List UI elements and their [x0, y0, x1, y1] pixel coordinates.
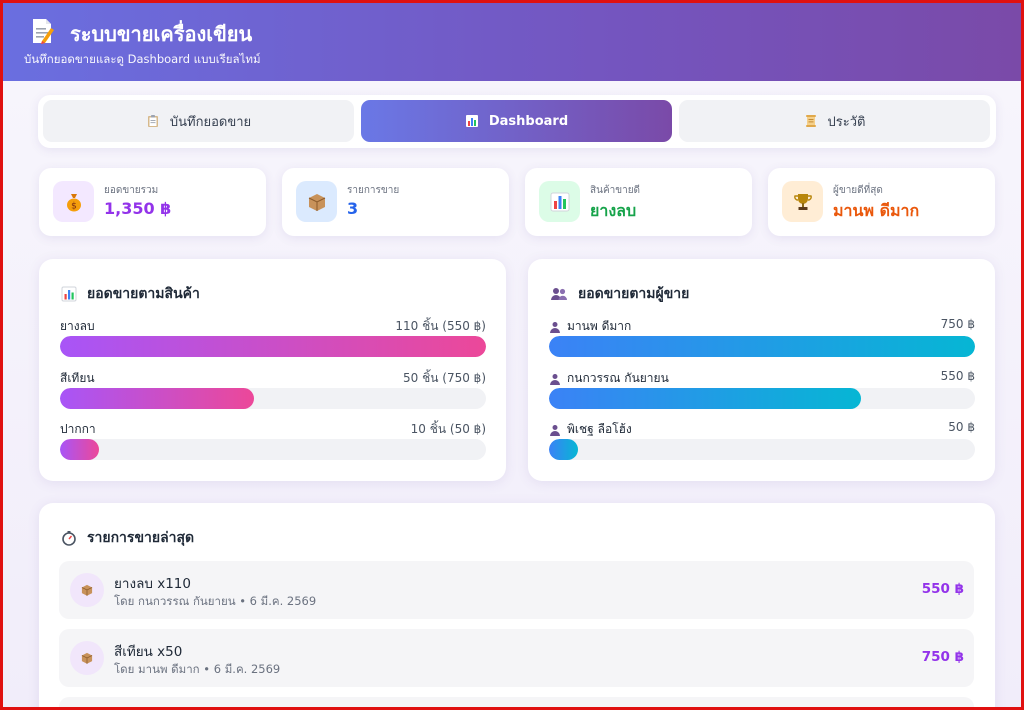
- seller-amount: 550 ฿: [940, 369, 975, 383]
- card-title: ยอดขายตามผู้ขาย: [550, 283, 689, 305]
- seller-name: พิเชฐ ลือโฮ้ง: [567, 422, 632, 436]
- stat-value: 1,350 ฿: [104, 199, 172, 218]
- package-icon: [296, 181, 337, 222]
- product-name: สีเทียน: [60, 371, 95, 385]
- clipboard-icon: [147, 115, 158, 127]
- bar-chart-icon: [539, 181, 580, 222]
- progress-track: [549, 388, 975, 409]
- seller-name: กนกวรรณ กันยายน: [567, 371, 669, 385]
- seller-amount: 750 ฿: [940, 317, 975, 331]
- sale-price: 750 ฿: [921, 649, 964, 665]
- progress-track: [549, 439, 975, 460]
- stat-value: ยางลบ: [590, 201, 637, 220]
- sale-meta: โดย มานพ ดีมาก • 6 มี.ค. 2569: [114, 662, 281, 676]
- stat-value: มานพ ดีมาก: [833, 201, 920, 220]
- product-name: ยางลบ: [60, 319, 95, 333]
- sales-by-seller-card: ยอดขายตามผู้ขาย มานพ ดีมาก 750 ฿ กนกวรรณ…: [528, 259, 995, 481]
- list-item[interactable]: ยางลบ x110 โดย กนกวรรณ กันยายน • 6 มี.ค.…: [59, 561, 974, 619]
- product-name: ปากกา: [60, 422, 96, 436]
- card-title-text: ยอดขายตามผู้ขาย: [578, 286, 690, 302]
- product-amount: 50 ชิ้น (750 ฿): [403, 371, 486, 385]
- seller-amount: 50 ฿: [948, 420, 975, 434]
- progress-fill: [549, 336, 975, 357]
- svg-text:$: $: [71, 201, 77, 211]
- tab-bar: บันทึกยอดขาย Dashboard ประวัติ: [38, 95, 996, 148]
- progress-fill: [60, 388, 254, 409]
- money-bag-icon: $: [53, 181, 94, 222]
- scroll-icon: [805, 115, 816, 127]
- product-row: ปากกา 10 ชิ้น (50 ฿): [60, 420, 486, 466]
- app-subtitle: บันทึกยอดขายและดู Dashboard แบบเรียลไทม์: [24, 52, 261, 66]
- bar-chart-icon: [61, 286, 77, 302]
- progress-fill: [549, 439, 578, 460]
- person-icon: [550, 321, 560, 333]
- product-amount: 110 ชิ้น (550 ฿): [395, 319, 486, 333]
- stat-value: 3: [347, 199, 359, 218]
- card-title: รายการขายล่าสุด: [61, 527, 194, 549]
- progress-fill: [60, 336, 486, 357]
- sale-meta: โดย กนกวรรณ กันยายน • 6 มี.ค. 2569: [114, 594, 317, 608]
- seller-row: พิเชฐ ลือโฮ้ง 50 ฿: [549, 420, 975, 466]
- card-title-text: รายการขายล่าสุด: [87, 530, 195, 546]
- sale-price: 550 ฿: [921, 581, 964, 597]
- person-icon: [550, 424, 560, 436]
- tab-record-sales[interactable]: บันทึกยอดขาย: [43, 100, 354, 142]
- users-icon: [551, 288, 567, 300]
- person-icon: [550, 373, 560, 385]
- stat-best-seller: ผู้ขายดีที่สุด มานพ ดีมาก: [768, 168, 995, 236]
- chart-icon: [465, 115, 478, 127]
- card-title: ยอดขายตามสินค้า: [61, 283, 200, 305]
- trophy-icon: [782, 181, 823, 222]
- progress-fill: [549, 388, 862, 409]
- app-header: ระบบขายเครื่องเขียน บันทึกยอดขายและดู Da…: [0, 0, 1024, 81]
- tab-dashboard[interactable]: Dashboard: [361, 100, 672, 142]
- sale-item: ยางลบ x110: [114, 576, 191, 592]
- progress-track: [60, 439, 486, 460]
- stat-label: ผู้ขายดีที่สุด: [833, 185, 883, 196]
- progress-fill: [60, 439, 99, 460]
- stat-total-sales: $ ยอดขายรวม 1,350 ฿: [39, 168, 266, 236]
- product-row: สีเทียน 50 ชิ้น (750 ฿): [60, 369, 486, 415]
- stat-order-count: รายการขาย 3: [282, 168, 509, 236]
- memo-icon: [33, 19, 54, 44]
- product-amount: 10 ชิ้น (50 ฿): [410, 422, 486, 436]
- stat-label: สินค้าขายดี: [590, 185, 641, 196]
- progress-track: [549, 336, 975, 357]
- stopwatch-icon: [62, 531, 76, 546]
- stat-label: รายการขาย: [347, 185, 400, 196]
- list-item[interactable]: สีเทียน x50 โดย มานพ ดีมาก • 6 มี.ค. 256…: [59, 629, 974, 687]
- tab-label: ประวัติ: [827, 114, 866, 130]
- tab-label: Dashboard: [488, 113, 569, 129]
- seller-row: กนกวรรณ กันยายน 550 ฿: [549, 369, 975, 415]
- seller-name: มานพ ดีมาก: [567, 319, 632, 333]
- sales-by-product-card: ยอดขายตามสินค้า ยางลบ 110 ชิ้น (550 ฿) ส…: [39, 259, 506, 481]
- list-item[interactable]: [59, 697, 974, 710]
- app-title: ระบบขายเครื่องเขียน: [70, 22, 253, 46]
- stat-best-product: สินค้าขายดี ยางลบ: [525, 168, 752, 236]
- stat-label: ยอดขายรวม: [104, 185, 159, 196]
- tab-label: บันทึกยอดขาย: [169, 114, 252, 130]
- sale-item: สีเทียน x50: [114, 644, 183, 660]
- card-title-text: ยอดขายตามสินค้า: [87, 286, 200, 302]
- package-icon: [70, 573, 104, 607]
- progress-track: [60, 336, 486, 357]
- package-icon: [70, 641, 104, 675]
- progress-track: [60, 388, 486, 409]
- product-row: ยางลบ 110 ชิ้น (550 ฿): [60, 317, 486, 363]
- tab-history[interactable]: ประวัติ: [679, 100, 990, 142]
- seller-row: มานพ ดีมาก 750 ฿: [549, 317, 975, 363]
